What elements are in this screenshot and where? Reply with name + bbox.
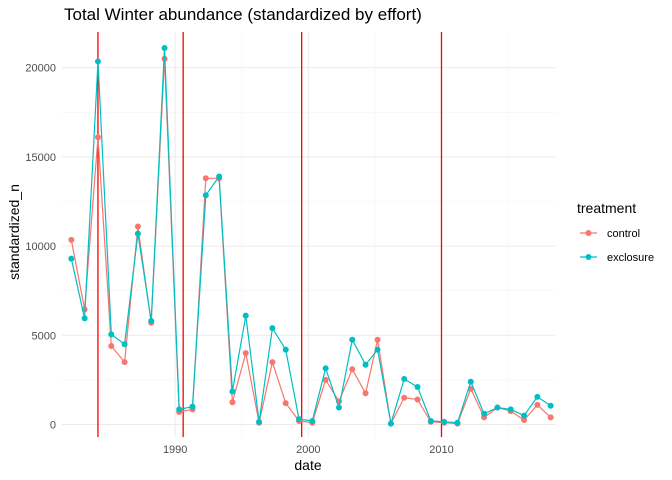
data-point-exclosure <box>401 376 408 383</box>
x-axis-ticks: 1990 2000 2010 <box>163 444 454 456</box>
data-point-exclosure <box>441 418 448 425</box>
data-point-exclosure <box>269 325 276 332</box>
series-layer <box>68 45 554 427</box>
y-tick-label: 10000 <box>25 241 56 253</box>
series-line-exclosure <box>70 48 552 424</box>
y-axis-title: standardized_n <box>6 184 22 280</box>
legend: treatment control exclosure <box>577 200 654 264</box>
data-point-exclosure <box>507 406 514 413</box>
data-point-exclosure <box>481 410 488 417</box>
x-tick-label: 2000 <box>296 444 320 456</box>
data-point-control <box>68 236 75 243</box>
data-point-control <box>534 401 541 408</box>
data-point-exclosure <box>148 318 155 325</box>
data-point-control <box>349 366 356 373</box>
data-point-exclosure <box>108 331 115 338</box>
y-tick-label: 5000 <box>32 330 56 342</box>
data-point-exclosure <box>374 346 381 353</box>
x-tick-label: 1990 <box>163 444 187 456</box>
data-point-exclosure <box>189 403 196 410</box>
data-point-control <box>229 399 236 406</box>
vertical-reference-lines <box>97 32 443 437</box>
data-point-exclosure <box>547 402 554 409</box>
data-point-exclosure <box>242 312 249 319</box>
data-point-exclosure <box>229 388 236 395</box>
data-point-control <box>374 336 381 343</box>
data-point-control <box>322 376 329 383</box>
data-point-control <box>108 343 115 350</box>
data-point-exclosure <box>81 315 88 322</box>
legend-label-exclosure: exclosure <box>607 252 654 264</box>
series-control <box>68 55 554 427</box>
data-point-exclosure <box>296 416 303 423</box>
data-point-control <box>282 400 289 407</box>
data-point-exclosure <box>534 393 541 400</box>
data-point-exclosure <box>134 230 141 237</box>
y-tick-label: 15000 <box>25 152 56 164</box>
series-line-control <box>70 58 552 426</box>
data-point-exclosure <box>322 365 329 372</box>
data-point-control <box>202 175 209 182</box>
legend-key-point-control <box>585 230 592 236</box>
data-point-exclosure <box>202 192 209 199</box>
data-point-control <box>94 134 101 141</box>
data-point-control <box>521 417 528 424</box>
data-point-exclosure <box>427 417 434 424</box>
data-point-control <box>269 359 276 366</box>
data-point-exclosure <box>216 173 223 180</box>
data-point-control <box>134 223 141 230</box>
data-point-exclosure <box>494 404 501 411</box>
data-point-control <box>547 414 554 421</box>
data-point-control <box>362 390 369 397</box>
y-tick-label: 0 <box>50 420 56 432</box>
data-point-exclosure <box>256 418 263 425</box>
data-point-control <box>401 394 408 401</box>
data-point-exclosure <box>282 346 289 353</box>
data-point-exclosure <box>467 378 474 385</box>
data-point-exclosure <box>121 341 128 348</box>
data-point-control <box>121 359 128 366</box>
data-point-exclosure <box>414 384 421 391</box>
legend-key-point-exclosure <box>585 254 592 260</box>
data-point-exclosure <box>94 58 101 65</box>
data-point-control <box>414 396 421 403</box>
data-point-exclosure <box>387 420 394 427</box>
series-exclosure <box>68 45 554 427</box>
y-tick-label: 20000 <box>25 63 56 75</box>
data-point-exclosure <box>309 417 316 424</box>
legend-label-control: control <box>607 228 640 240</box>
data-point-exclosure <box>335 404 342 411</box>
data-point-exclosure <box>68 255 75 262</box>
legend-title: treatment <box>577 200 636 216</box>
grid <box>62 32 556 437</box>
data-point-exclosure <box>521 412 528 419</box>
x-axis-title: date <box>294 457 321 473</box>
data-point-control <box>242 350 249 357</box>
data-point-exclosure <box>454 419 461 426</box>
x-tick-label: 2010 <box>429 444 453 456</box>
y-axis-ticks: 0 5000 10000 15000 20000 <box>25 63 56 432</box>
chart-title: Total Winter abundance (standardized by … <box>64 5 422 24</box>
data-point-exclosure <box>161 45 168 52</box>
data-point-exclosure <box>176 406 183 413</box>
data-point-exclosure <box>349 336 356 343</box>
data-point-exclosure <box>362 361 369 368</box>
